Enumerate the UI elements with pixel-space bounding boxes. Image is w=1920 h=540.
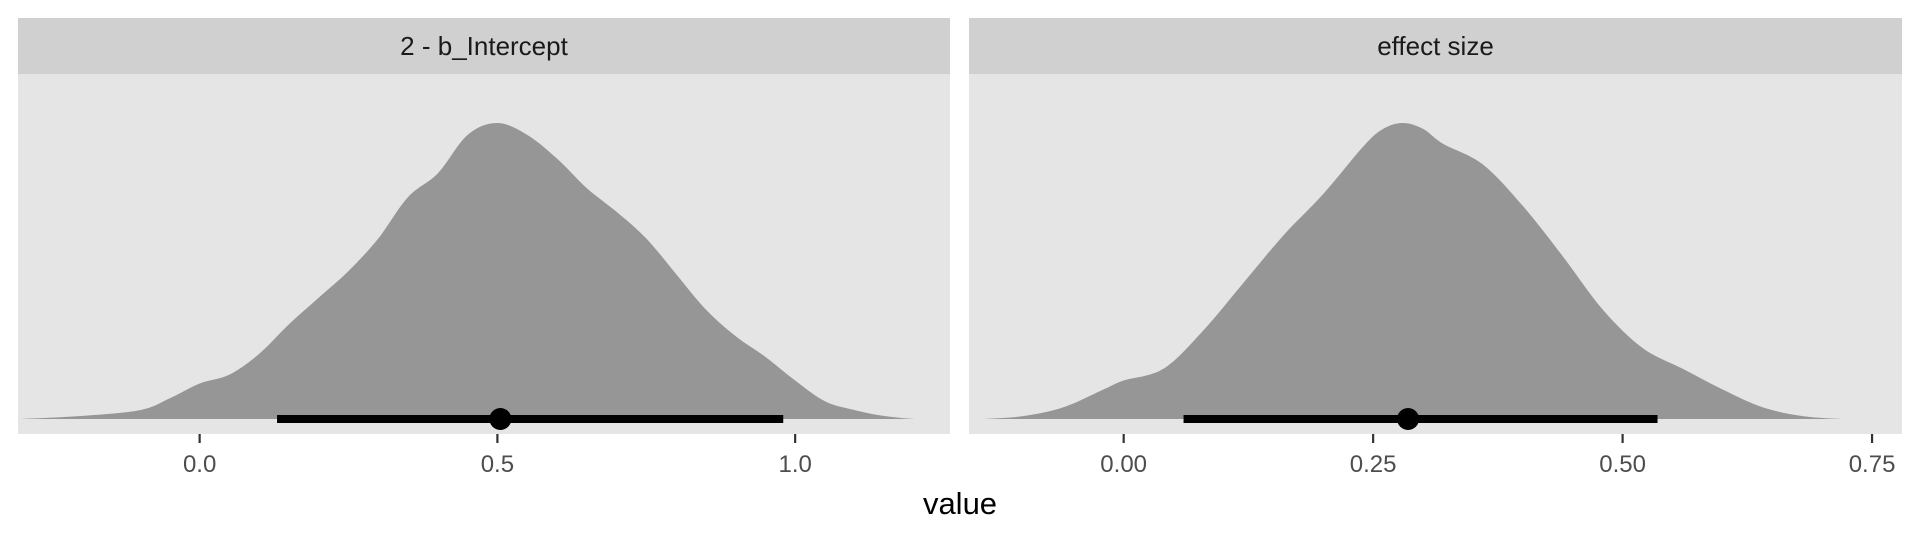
x-tick-label: 0.50 <box>1599 451 1646 478</box>
x-tick-label: 0.25 <box>1350 451 1397 478</box>
x-tick-label: 0.0 <box>183 451 216 478</box>
facet-strip <box>18 18 950 74</box>
point-estimate <box>489 408 512 430</box>
x-tick-label: 0.5 <box>481 451 514 478</box>
facet-panel-2: effect size 0.00 0.25 0.50 0.75 <box>969 18 1902 478</box>
density-area <box>983 123 1863 419</box>
x-tick-label: 0.00 <box>1100 451 1147 478</box>
facet-strip <box>969 18 1902 74</box>
x-tick-label: 0.75 <box>1849 451 1896 478</box>
x-axis-title: value <box>923 486 997 521</box>
panels: 2 - b_Intercept 0.0 0.5 1.0 effect size 0.00 0… <box>18 18 1902 478</box>
facet-strip-label: effect size <box>1377 31 1494 61</box>
x-tick-label: 1.0 <box>778 451 811 478</box>
facet-panel-1: 2 - b_Intercept 0.0 0.5 1.0 <box>18 18 950 478</box>
point-estimate <box>1397 408 1420 430</box>
facet-strip-label: 2 - b_Intercept <box>400 31 568 61</box>
density-area <box>20 123 933 419</box>
